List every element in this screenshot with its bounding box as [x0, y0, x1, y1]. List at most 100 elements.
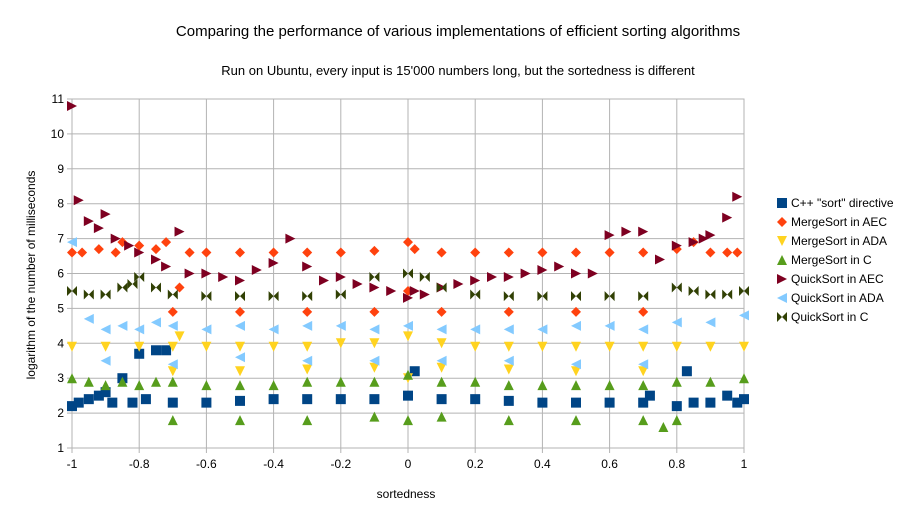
data-point: [134, 271, 145, 282]
data-point: [235, 352, 245, 363]
data-point: [268, 341, 279, 352]
x-tick-label: 0.2: [467, 457, 484, 471]
data-point: [235, 306, 245, 317]
data-point: [268, 324, 279, 335]
y-tick-label: 5: [57, 301, 64, 315]
data-point: [470, 324, 481, 335]
data-point: [604, 380, 615, 391]
x-tick-label: -0.2: [330, 457, 351, 471]
data-point: [100, 380, 111, 391]
legend-marker: [777, 255, 787, 265]
data-point: [604, 397, 615, 408]
data-point: [117, 282, 128, 293]
data-point: [174, 282, 185, 293]
data-point: [419, 271, 430, 282]
data-point: [67, 237, 77, 248]
series-5: [67, 100, 743, 303]
legend-label: MergeSort in ADA: [791, 234, 887, 248]
data-point: [732, 247, 743, 258]
data-point: [174, 331, 185, 342]
data-point: [638, 247, 649, 258]
data-point: [335, 338, 346, 349]
x-tick-label: -0.4: [263, 457, 284, 471]
x-tick-label: -0.8: [129, 457, 150, 471]
data-point: [167, 359, 178, 370]
data-point: [705, 230, 716, 241]
chart-subtitle: Run on Ubuntu, every input is 15'000 num…: [221, 63, 695, 78]
data-point: [335, 289, 346, 300]
data-point: [151, 282, 161, 293]
data-point: [167, 306, 178, 317]
data-point: [184, 247, 195, 258]
series-7: [67, 268, 749, 302]
data-point: [436, 394, 447, 405]
data-point: [369, 245, 380, 256]
data-point: [67, 285, 77, 296]
data-point: [537, 247, 548, 258]
data-point: [67, 373, 77, 384]
data-point: [722, 247, 733, 258]
data-point: [587, 268, 598, 279]
data-point: [167, 415, 178, 426]
legend-marker: [777, 293, 787, 303]
data-point: [503, 355, 514, 366]
data-point: [134, 341, 145, 352]
data-point: [537, 324, 548, 335]
data-point: [503, 247, 514, 258]
data-point: [503, 324, 514, 335]
data-point: [732, 397, 743, 408]
data-point: [134, 324, 145, 335]
data-point: [739, 394, 749, 405]
data-point: [100, 324, 111, 335]
data-point: [638, 324, 649, 335]
data-point: [705, 289, 716, 300]
data-point: [470, 394, 481, 405]
y-axis-ticks: 1 2 3 4 5 6 7 8 9 10 11: [51, 92, 72, 455]
y-tick-label: 10: [51, 127, 65, 141]
data-point: [537, 341, 548, 352]
data-point: [705, 376, 716, 387]
data-point: [251, 265, 262, 276]
data-point: [161, 261, 172, 272]
data-point: [302, 291, 313, 302]
data-point: [335, 247, 346, 258]
data-point: [100, 209, 111, 220]
legend-label: QuickSort in AEC: [791, 272, 884, 286]
data-point: [688, 237, 699, 248]
data-point: [436, 247, 447, 258]
series-4: [67, 369, 749, 433]
data-point: [503, 271, 514, 282]
data-point: [403, 415, 413, 426]
data-point: [705, 341, 716, 352]
x-axis-label: sortedness: [377, 487, 436, 501]
data-point: [235, 380, 245, 391]
y-tick-label: 8: [57, 197, 64, 211]
data-point: [604, 341, 615, 352]
data-point: [83, 289, 94, 300]
data-point: [302, 247, 313, 258]
x-tick-label: 0.4: [534, 457, 551, 471]
data-point: [419, 289, 430, 300]
data-point: [520, 268, 531, 279]
data-point: [409, 366, 420, 377]
data-point: [319, 275, 329, 286]
data-point: [268, 380, 279, 391]
data-point: [604, 230, 615, 241]
data-point: [705, 317, 716, 328]
data-point: [167, 341, 178, 352]
data-point: [235, 291, 245, 302]
data-point: [671, 376, 682, 387]
data-point: [732, 191, 743, 202]
data-point: [638, 415, 649, 426]
data-point: [140, 394, 151, 405]
legend-label: C++ "sort" directive: [791, 196, 894, 210]
legend-label: QuickSort in ADA: [791, 291, 884, 305]
data-point: [470, 275, 481, 286]
data-point: [503, 415, 514, 426]
data-point: [739, 310, 749, 321]
data-point: [503, 291, 514, 302]
data-point: [436, 338, 447, 349]
data-point: [655, 254, 665, 265]
data-point: [571, 341, 581, 352]
data-point: [302, 364, 313, 375]
